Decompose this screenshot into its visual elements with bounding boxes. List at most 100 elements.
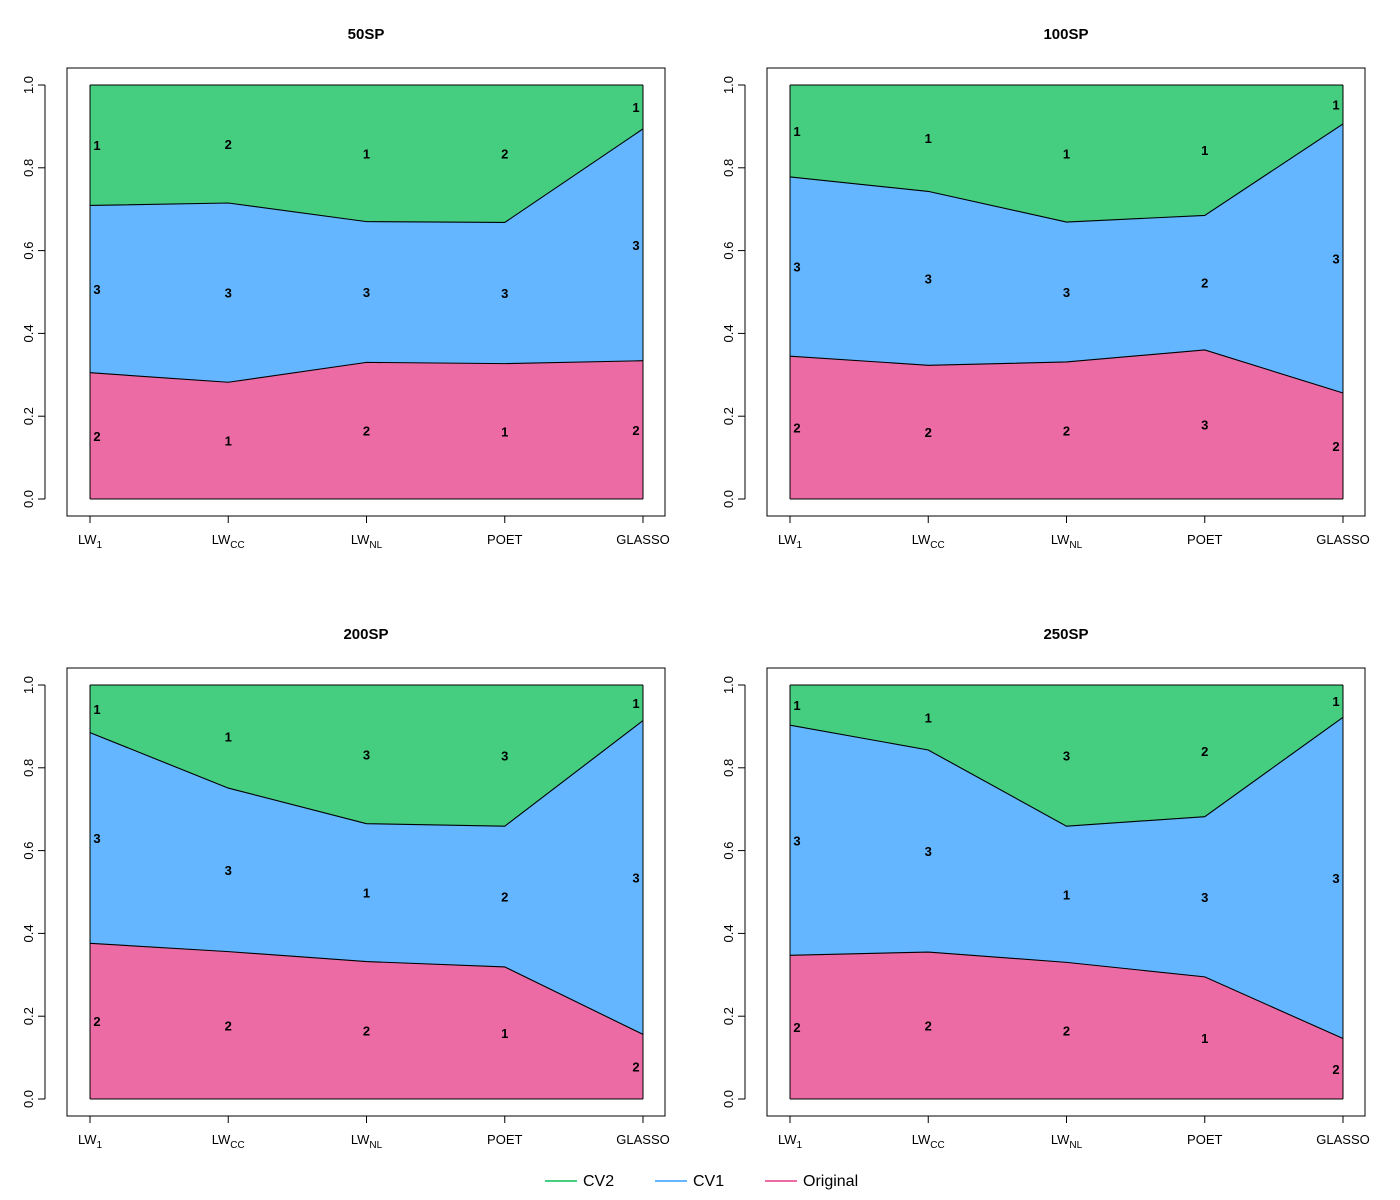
rank-label: 3 (501, 286, 508, 301)
rank-label: 3 (632, 238, 639, 253)
y-tick-label: 0.8 (721, 159, 736, 177)
y-tick-label: 0.8 (721, 759, 736, 777)
legend-label: Original (803, 1173, 858, 1190)
area-cv1 (790, 123, 1343, 394)
rank-label: 2 (1332, 1062, 1339, 1077)
x-tick-label: LW1 (78, 532, 103, 551)
y-tick-label: 0.8 (21, 159, 36, 177)
y-tick-label: 0.2 (21, 1007, 36, 1025)
rank-label: 1 (793, 124, 800, 139)
rank-label: 1 (501, 1026, 508, 1041)
rank-label: 3 (1201, 417, 1208, 432)
x-tick-label: POET (1187, 1132, 1222, 1147)
rank-label: 3 (793, 833, 800, 848)
y-tick-label: 1.0 (21, 76, 36, 94)
area-original (790, 349, 1343, 499)
legend: CV2 CV1 Original (545, 1173, 858, 1190)
y-tick-label: 0.4 (721, 924, 736, 942)
rank-label: 1 (1201, 1031, 1208, 1046)
rank-label: 2 (225, 137, 232, 152)
rank-label: 1 (632, 100, 639, 115)
rank-label: 1 (925, 710, 932, 725)
rank-label: 3 (1201, 890, 1208, 905)
y-tick-label: 0.0 (721, 1090, 736, 1108)
x-tick-label: LWCC (212, 1132, 245, 1151)
y-tick-label: 0.4 (721, 324, 736, 342)
rank-label: 2 (363, 424, 370, 439)
rank-label: 2 (1201, 744, 1208, 759)
x-tick-label: GLASSO (616, 532, 669, 547)
rank-label: 2 (1201, 276, 1208, 291)
rank-label: 3 (225, 863, 232, 878)
rank-label: 3 (363, 285, 370, 300)
rank-label: 3 (1332, 251, 1339, 266)
legend-label: CV1 (693, 1173, 724, 1190)
rank-label: 3 (501, 749, 508, 764)
x-tick-label: GLASSO (1316, 1132, 1369, 1147)
x-tick-label: LWCC (912, 532, 945, 551)
rank-label: 2 (1063, 1024, 1070, 1039)
panel-title: 200SP (343, 626, 388, 643)
rank-label: 3 (925, 844, 932, 859)
area-cv2 (90, 685, 643, 827)
rank-label: 2 (925, 1019, 932, 1034)
series-boundary-line (89, 128, 644, 223)
chart-panel-1: 2 1 2 1 2 3 3 3 3 3 1 2 1 2 1 50SP 0.0 0.2 0.4 0.6 0.8 1.0 LW1… (21, 26, 670, 551)
x-tick-label: GLASSO (616, 1132, 669, 1147)
rank-label: 1 (925, 131, 932, 146)
y-tick-label: 0.6 (21, 242, 36, 260)
rank-label: 2 (632, 423, 639, 438)
area-cv1 (790, 717, 1343, 1039)
rank-label: 1 (93, 702, 100, 717)
rank-label: 1 (1063, 147, 1070, 162)
x-tick-label: LWCC (212, 532, 245, 551)
x-tick-label: LWNL (1051, 532, 1083, 551)
y-tick-label: 0.6 (721, 842, 736, 860)
area-cv2 (790, 685, 1343, 827)
y-tick-label: 0.4 (21, 324, 36, 342)
legend-item-cv2: CV2 (545, 1173, 614, 1190)
x-tick-label: POET (1187, 532, 1222, 547)
rank-label: 1 (363, 886, 370, 901)
area-cv1 (90, 128, 643, 383)
chart-panel-4: 2 2 2 1 2 3 3 1 3 3 1 1 3 2 1 250SP 0.0 0.2 0.4 0.6 0.8 1.0 LW… (721, 626, 1370, 1151)
legend-label: CV2 (583, 1173, 614, 1190)
y-tick-label: 0.0 (721, 490, 736, 508)
rank-label: 3 (632, 871, 639, 886)
x-tick-label: LWCC (912, 1132, 945, 1151)
x-tick-label: POET (487, 1132, 522, 1147)
area-original (90, 943, 643, 1099)
rank-label: 3 (1063, 749, 1070, 764)
series-boundary-line (789, 716, 1344, 827)
rank-label: 1 (1201, 143, 1208, 158)
x-tick-label: LW1 (778, 1132, 803, 1151)
area-original (90, 360, 643, 499)
rank-label: 3 (93, 282, 100, 297)
rank-label: 2 (225, 1018, 232, 1033)
rank-label: 1 (501, 424, 508, 439)
y-tick-label: 0.2 (721, 1007, 736, 1025)
x-tick-label: POET (487, 532, 522, 547)
y-tick-label: 0.2 (721, 407, 736, 425)
rank-label: 2 (632, 1060, 639, 1075)
y-tick-label: 1.0 (721, 76, 736, 94)
area-cv1 (90, 720, 643, 1035)
series-boundary-line (89, 360, 644, 383)
rank-label: 1 (363, 146, 370, 161)
x-tick-label: LW1 (778, 532, 803, 551)
panel-title: 50SP (348, 26, 385, 43)
rank-label: 1 (632, 696, 639, 711)
rank-label: 3 (363, 747, 370, 762)
panel-title: 100SP (1043, 26, 1088, 43)
series-boundary-line (89, 720, 644, 827)
rank-label: 2 (793, 1020, 800, 1035)
rank-label: 1 (225, 434, 232, 449)
rank-label: 1 (225, 730, 232, 745)
y-tick-label: 0.6 (21, 842, 36, 860)
x-tick-label: LW1 (78, 1132, 103, 1151)
rank-label: 2 (1063, 423, 1070, 438)
series-boundary-line (89, 942, 644, 1035)
chart-panel-3: 2 2 2 1 2 3 3 1 2 3 1 1 3 3 1 200SP 0.0 0.2 0.4 0.6 0.8 1.0 LW… (21, 626, 670, 1151)
rank-label: 2 (501, 147, 508, 162)
